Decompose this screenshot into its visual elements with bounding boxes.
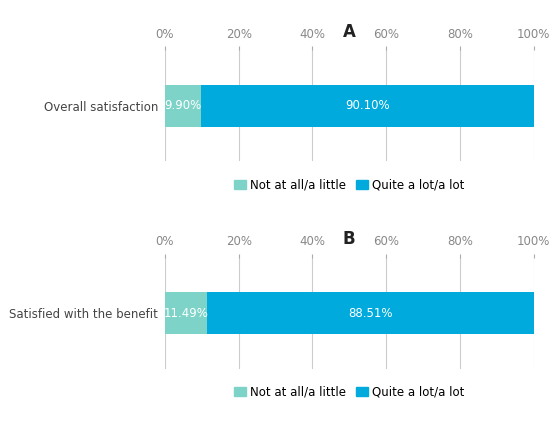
- Legend: Not at all/a little, Quite a lot/a lot: Not at all/a little, Quite a lot/a lot: [232, 383, 467, 401]
- Text: 88.51%: 88.51%: [348, 306, 393, 320]
- Text: B: B: [343, 230, 355, 248]
- Text: 9.90%: 9.90%: [164, 99, 202, 112]
- Legend: Not at all/a little, Quite a lot/a lot: Not at all/a little, Quite a lot/a lot: [232, 176, 467, 194]
- Text: 90.10%: 90.10%: [345, 99, 390, 112]
- Bar: [207, 292, 534, 334]
- Bar: [201, 85, 534, 127]
- Text: 11.49%: 11.49%: [164, 306, 208, 320]
- Text: A: A: [343, 23, 356, 41]
- Bar: [165, 292, 207, 334]
- Bar: [165, 85, 201, 127]
